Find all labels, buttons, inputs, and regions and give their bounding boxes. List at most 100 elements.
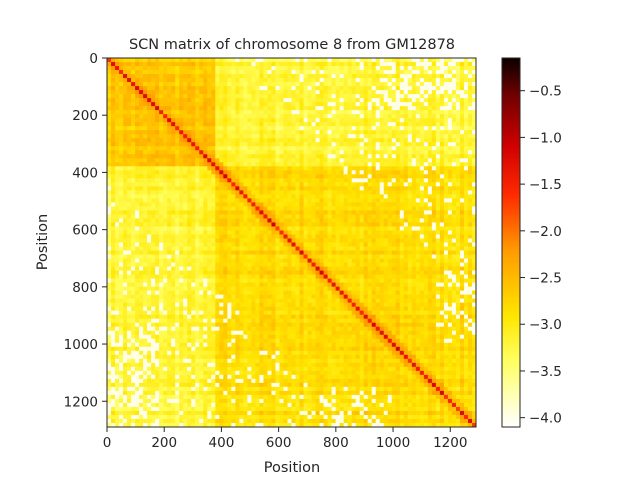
heatmap-cell: [247, 194, 252, 199]
heatmap-cell: [203, 90, 208, 95]
heatmap-cell: [259, 78, 265, 83]
heatmap-cell: [267, 334, 273, 340]
heatmap-cell: [279, 86, 285, 91]
heatmap-cell: [283, 58, 289, 63]
heatmap-cell: [299, 118, 305, 123]
heatmap-cell: [239, 150, 244, 155]
heatmap-cell: [267, 286, 273, 292]
heatmap-cell: [179, 214, 184, 220]
heatmap-cell: [271, 330, 277, 336]
heatmap-cell: [227, 138, 232, 143]
heatmap-cell: [127, 270, 132, 276]
heatmap-cell: [271, 106, 277, 111]
heatmap-cell: [371, 94, 377, 99]
heatmap-cell: [247, 250, 252, 256]
heatmap-cell: [335, 230, 341, 236]
heatmap-cell: [295, 330, 301, 336]
heatmap-cell: [235, 142, 240, 147]
heatmap-cell: [347, 86, 353, 91]
heatmap-cell: [251, 302, 257, 308]
heatmap-cell: [275, 206, 281, 212]
heatmap-cell: [279, 150, 285, 155]
heatmap-cell: [251, 106, 257, 111]
heatmap-cell: [327, 274, 333, 280]
heatmap-cell: [155, 226, 160, 232]
heatmap-cell: [211, 98, 216, 103]
heatmap-cell: [291, 114, 297, 119]
heatmap-cell: [331, 134, 337, 139]
heatmap-cell: [203, 102, 208, 107]
heatmap-cell: [227, 330, 232, 336]
heatmap-cell: [347, 266, 353, 272]
heatmap-cell: [171, 58, 176, 63]
heatmap-cell: [195, 170, 200, 175]
heatmap-cell: [343, 178, 349, 183]
heatmap-cell: [207, 226, 212, 232]
heatmap-cell: [367, 122, 373, 127]
heatmap-cell: [155, 282, 160, 288]
heatmap-cell: [351, 158, 357, 163]
heatmap-cell: [327, 202, 333, 208]
heatmap-cell: [163, 290, 168, 296]
heatmap-cell: [315, 66, 321, 71]
heatmap-cell: [359, 202, 365, 208]
heatmap-cell: [207, 214, 212, 220]
heatmap-cell: [375, 58, 381, 63]
heatmap-cell: [303, 258, 309, 264]
heatmap-cell: [351, 214, 357, 220]
heatmap-cell: [179, 222, 184, 228]
heatmap-cell: [215, 334, 220, 340]
heatmap-cell: [375, 102, 381, 107]
heatmap-cell: [123, 86, 128, 91]
heatmap-cell: [255, 314, 261, 320]
heatmap-cell: [299, 254, 305, 260]
heatmap-cell: [155, 330, 160, 336]
heatmap-cell: [231, 318, 236, 324]
heatmap-cell: [203, 322, 208, 328]
heatmap-cell: [235, 82, 240, 87]
heatmap-cell: [179, 322, 184, 328]
heatmap-cell: [275, 302, 281, 308]
heatmap-cell: [199, 182, 204, 187]
heatmap-cell: [127, 178, 132, 183]
heatmap-cell: [267, 330, 273, 336]
heatmap-cell: [171, 78, 176, 83]
heatmap-cell: [347, 286, 353, 292]
heatmap-cell: [283, 230, 289, 236]
heatmap-cell: [235, 334, 240, 340]
heatmap-cell: [311, 146, 317, 151]
heatmap-cell: [359, 246, 365, 252]
heatmap-cell: [219, 134, 224, 139]
heatmap-cell: [179, 86, 184, 91]
heatmap-cell: [159, 138, 164, 143]
heatmap-cell: [339, 214, 345, 220]
heatmap-cell: [339, 234, 345, 240]
heatmap-cell: [335, 302, 341, 308]
heatmap-cell: [327, 142, 333, 147]
heatmap-cell: [379, 74, 385, 79]
heatmap-cell: [207, 150, 212, 155]
heatmap-cell: [299, 102, 305, 107]
heatmap-cell: [283, 214, 289, 220]
heatmap-cell: [339, 294, 345, 300]
heatmap-cell: [223, 146, 228, 151]
heatmap-cell: [375, 286, 381, 292]
heatmap-cell: [203, 230, 208, 236]
heatmap-cell: [355, 306, 361, 312]
heatmap-cell: [223, 114, 228, 119]
heatmap-cell: [175, 162, 180, 167]
heatmap-cell: [155, 338, 160, 344]
heatmap-cell: [343, 118, 349, 123]
heatmap-cell: [263, 334, 269, 340]
heatmap-cell: [167, 242, 172, 248]
heatmap-cell: [303, 310, 309, 316]
heatmap-cell: [319, 154, 325, 159]
heatmap-cell: [207, 170, 212, 175]
heatmap-cell: [195, 66, 200, 71]
heatmap-cell: [235, 218, 240, 224]
heatmap-cell: [355, 278, 361, 284]
heatmap-cell: [283, 238, 289, 244]
heatmap-cell: [227, 322, 232, 328]
heatmap-cell: [283, 138, 289, 143]
heatmap-cell: [143, 206, 148, 212]
